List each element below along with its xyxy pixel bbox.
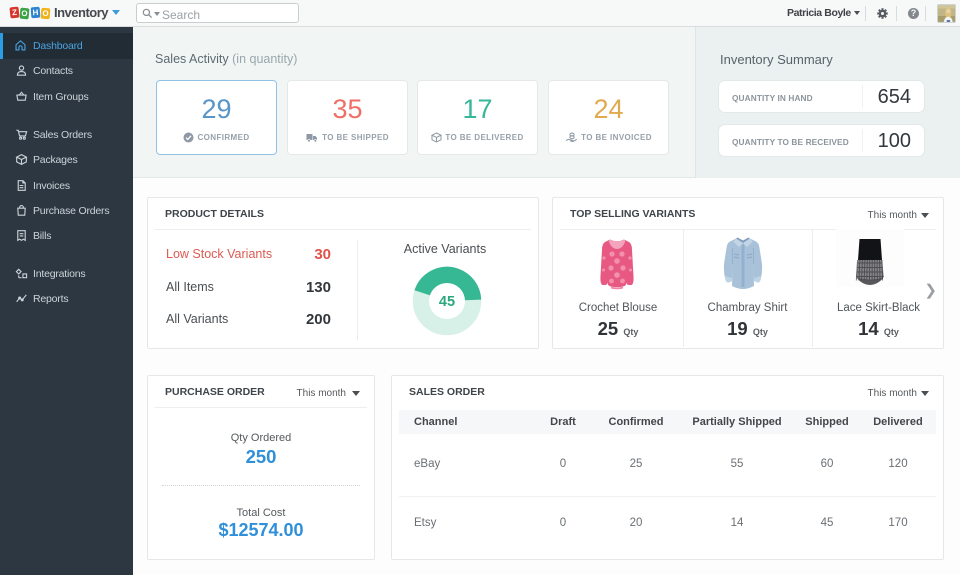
svg-text:45: 45: [439, 294, 455, 310]
